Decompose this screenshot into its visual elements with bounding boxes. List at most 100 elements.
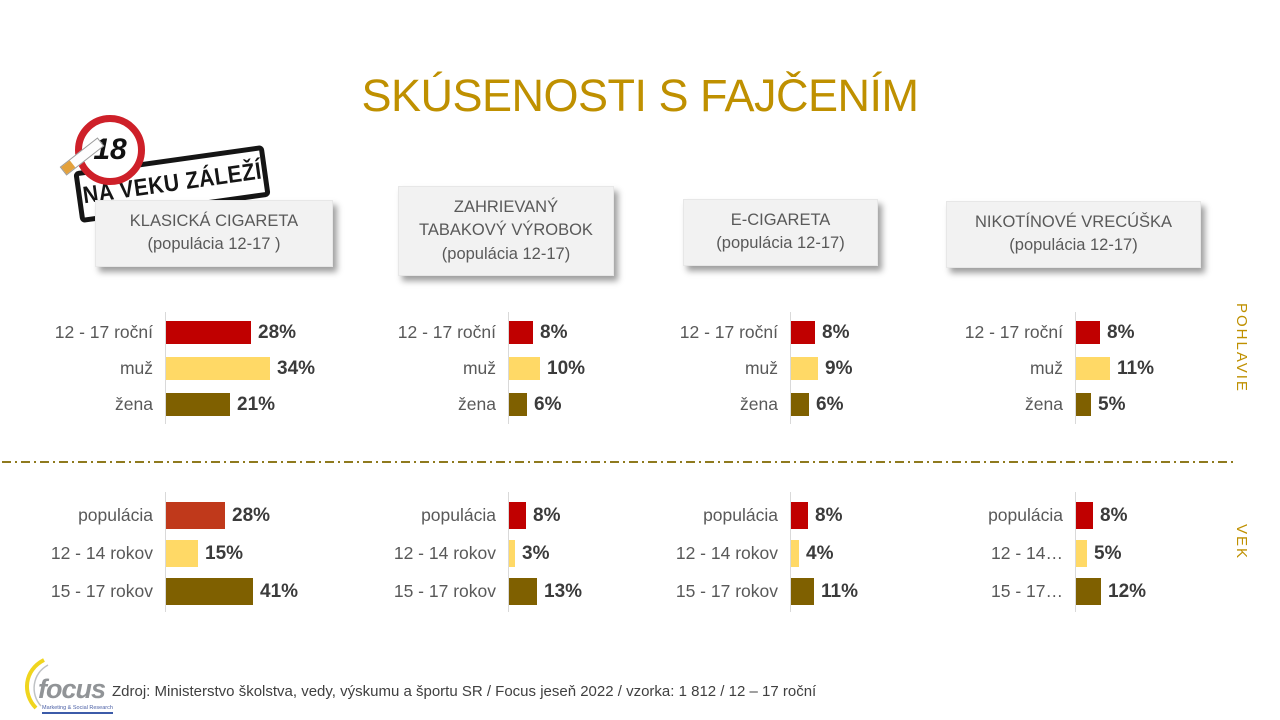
value-label: 11%	[821, 581, 858, 602]
chart-header-line: E-CIGARETA	[730, 211, 831, 229]
value-label: 8%	[540, 322, 568, 343]
bar	[509, 578, 537, 605]
bar	[166, 578, 253, 605]
value-label: 41%	[260, 581, 299, 602]
bar	[166, 321, 251, 344]
category-label: populácia	[703, 505, 778, 525]
axis-line	[508, 492, 509, 612]
bar	[509, 393, 527, 416]
axis-line	[1075, 312, 1076, 424]
value-label: 4%	[806, 543, 834, 564]
chart-header: KLASICKÁ CIGARETA (populácia 12-17 )	[95, 200, 333, 267]
axis-line	[790, 492, 791, 612]
value-label: 5%	[1098, 394, 1126, 415]
bar	[1076, 540, 1087, 567]
chart-header-line: NIKOTÍNOVÉ VRECÚŠKA	[974, 213, 1173, 231]
bar	[166, 393, 230, 416]
value-label: 3%	[522, 543, 550, 564]
chart-header-line: ZAHRIEVANÝ	[453, 198, 559, 216]
chart-header-line: KLASICKÁ CIGARETA	[129, 212, 299, 230]
chart-vek: populácia 8% 12 - 14 rokov 3% 15 - 17 rokov 1…	[348, 492, 718, 612]
chart-header-line: (populácia 12-17 )	[147, 235, 281, 254]
category-label: 12 - 17 roční	[964, 322, 1063, 342]
chart-vek: populácia 8% 12 - 14 rokov 4% 15 - 17 rokov 1…	[630, 492, 1000, 612]
bar	[166, 502, 225, 529]
category-label: žena	[1025, 394, 1063, 414]
value-label: 8%	[1100, 505, 1128, 526]
category-label: 12 - 17 roční	[397, 322, 496, 342]
category-label: žena	[115, 394, 153, 414]
value-label: 6%	[534, 394, 562, 415]
chart-header-line: (populácia 12-17)	[441, 244, 571, 263]
axis-line	[165, 492, 166, 612]
category-label: 12 - 14 rokov	[50, 543, 153, 563]
chart-pohlavie: 12 - 17 roční 8% muž 9% žena 6%	[630, 312, 1000, 424]
bar	[509, 321, 533, 344]
cigarette-tip	[61, 160, 76, 175]
value-label: 5%	[1094, 543, 1122, 564]
category-label: 15 - 17 rokov	[50, 581, 153, 601]
focus-logo-tagline: Marketing & Social Research	[42, 705, 113, 714]
focus-logo: focus Marketing & Social Research	[22, 658, 117, 716]
category-label: muž	[462, 358, 496, 378]
axis-line	[508, 312, 509, 424]
page-title: SKÚSENOSTI S FAJČENÍM	[361, 70, 919, 121]
bar	[791, 321, 815, 344]
chart-header: ZAHRIEVANÝ TABAKOVÝ VÝROBOK (populácia 12-…	[398, 186, 614, 277]
category-label: 15 - 17 rokov	[675, 581, 778, 601]
chart-header-line: TABAKOVÝ VÝROBOK	[419, 221, 593, 240]
value-label: 10%	[547, 358, 586, 379]
category-label: populácia	[78, 505, 153, 525]
value-label: 8%	[822, 322, 850, 343]
bar	[509, 357, 540, 380]
category-label: 15 - 17…	[991, 581, 1063, 601]
value-label: 11%	[1117, 358, 1154, 379]
bar	[1076, 357, 1110, 380]
bar	[166, 357, 270, 380]
value-label: 34%	[277, 358, 316, 379]
category-label: populácia	[421, 505, 496, 525]
bar	[166, 540, 198, 567]
bar	[791, 357, 818, 380]
focus-logo-text: focus	[38, 674, 106, 704]
bar	[509, 540, 515, 567]
bar	[791, 540, 799, 567]
bar	[1076, 502, 1093, 529]
category-label: muž	[1029, 358, 1063, 378]
age-restriction-logo: NA VEKU ZÁLEŽÍ 18	[30, 55, 320, 224]
category-label: populácia	[988, 505, 1063, 525]
category-label: 15 - 17 rokov	[393, 581, 496, 601]
value-label: 12%	[1108, 581, 1147, 602]
axis-line	[1075, 492, 1076, 612]
value-label: 8%	[1107, 322, 1135, 343]
bar	[791, 502, 808, 529]
bar	[509, 502, 526, 529]
category-label: muž	[744, 358, 778, 378]
bar	[1076, 393, 1091, 416]
value-label: 21%	[237, 394, 276, 415]
axis-line	[165, 312, 166, 424]
bar	[1076, 321, 1100, 344]
focus-swoosh-icon	[24, 658, 49, 710]
chart-vek: populácia 8% 12 - 14… 5% 15 - 17… 12%	[915, 492, 1280, 612]
bar	[791, 393, 809, 416]
chart-pohlavie: 12 - 17 roční 8% muž 11% žena 5%	[915, 312, 1280, 424]
chart-pohlavie: 12 - 17 roční 8% muž 10% žena 6%	[348, 312, 718, 424]
value-label: 8%	[815, 505, 843, 526]
category-label: 12 - 14 rokov	[675, 543, 778, 563]
category-label: 12 - 14 rokov	[393, 543, 496, 563]
chart-vek: populácia 28% 12 - 14 rokov 15% 15 - 17 roko…	[5, 492, 375, 612]
chart-header-line: (populácia 12-17)	[716, 234, 845, 253]
value-label: 9%	[825, 358, 853, 379]
value-label: 28%	[232, 505, 271, 526]
category-label: 12 - 17 roční	[679, 322, 778, 342]
chart-header: NIKOTÍNOVÉ VRECÚŠKA (populácia 12-17)	[946, 201, 1201, 268]
bar	[791, 578, 814, 605]
category-label: žena	[458, 394, 496, 414]
value-label: 13%	[544, 581, 583, 602]
value-label: 15%	[205, 543, 244, 564]
bar	[1076, 578, 1101, 605]
chart-header: E-CIGARETA (populácia 12-17)	[683, 199, 878, 266]
category-label: 12 - 14…	[991, 543, 1063, 563]
